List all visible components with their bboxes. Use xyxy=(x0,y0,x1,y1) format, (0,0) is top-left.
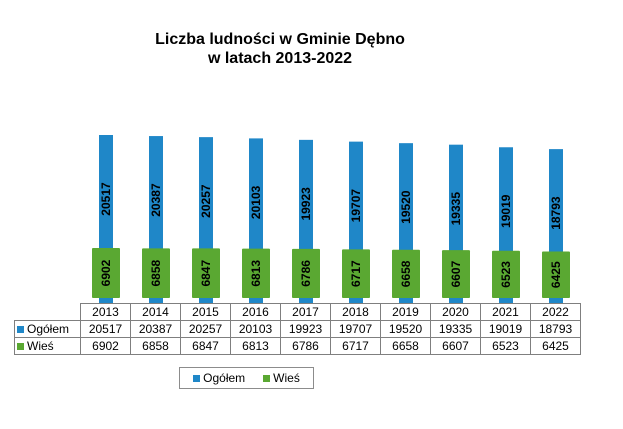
data-label-ogolem-2013: 20517 xyxy=(99,182,113,216)
data-table-row-series-1: Wieś 6902 6858 6847 6813 6786 6717 6658 6607 652… xyxy=(14,337,581,355)
legend-item-ogolem: Ogółem xyxy=(193,371,245,385)
table-cell-ogolem-2014: 20387 xyxy=(130,320,181,338)
chart-title-line-1: Liczba ludności w Gminie Dębno xyxy=(155,31,405,48)
table-cell-wies-2022: 6425 xyxy=(530,337,581,355)
data-label-wies-2014: 6858 xyxy=(149,259,163,286)
data-table-row-label: Wieś xyxy=(14,337,81,355)
data-label-ogolem-2015: 20257 xyxy=(199,184,213,218)
data-label-wies-2015: 6847 xyxy=(199,260,213,287)
legend-swatch-wies xyxy=(263,374,271,382)
data-label-wies-2016: 6813 xyxy=(249,260,263,287)
table-cell-ogolem-2018: 19707 xyxy=(330,320,381,338)
table-cell-ogolem-2016: 20103 xyxy=(230,320,281,338)
data-table-row-series-0: Ogółem 20517 20387 20257 20103 19923 19707 195… xyxy=(14,320,581,338)
tick-label-2021: 2021 xyxy=(480,303,531,321)
table-cell-wies-2019: 6658 xyxy=(380,337,431,355)
bar-wies-2016 xyxy=(242,248,270,298)
table-cell-wies-2021: 6523 xyxy=(480,337,531,355)
data-label-ogolem-2019: 19520 xyxy=(399,190,413,224)
tick-label-2020: 2020 xyxy=(430,303,481,321)
table-cell-ogolem-2015: 20257 xyxy=(180,320,231,338)
legend-swatch-ogolem xyxy=(193,374,201,382)
bar-wies-2014 xyxy=(142,248,170,298)
data-label-ogolem-2020: 19335 xyxy=(449,192,463,226)
data-label-wies-2013: 6902 xyxy=(99,259,113,286)
legend-item-wies: Wieś xyxy=(263,371,300,385)
data-table-row-label: Ogółem xyxy=(14,320,81,338)
data-label-wies-2017: 6786 xyxy=(299,260,313,287)
data-table-header-row: 2013 2014 2015 2016 2017 2018 2019 2020 2021 2022 xyxy=(14,303,581,321)
table-cell-ogolem-2020: 19335 xyxy=(430,320,481,338)
data-label-ogolem-2021: 19019 xyxy=(499,194,513,228)
bar-wies-2021 xyxy=(492,250,520,298)
tick-label-2015: 2015 xyxy=(180,303,231,321)
data-label-wies-2018: 6717 xyxy=(349,260,363,287)
table-cell-wies-2020: 6607 xyxy=(430,337,481,355)
data-table: 2013 2014 2015 2016 2017 2018 2019 2020 2021 2022… xyxy=(14,303,581,355)
series-1-swatch xyxy=(17,343,24,351)
legend-label: Wieś xyxy=(273,371,300,385)
data-label-wies-2022: 6425 xyxy=(549,261,563,288)
data-label-ogolem-2016: 20103 xyxy=(249,185,263,219)
tick-label-2013: 2013 xyxy=(80,303,131,321)
bar-wies-2015 xyxy=(192,248,220,298)
legend-label: Ogółem xyxy=(203,371,246,385)
data-label-ogolem-2022: 18793 xyxy=(549,196,563,230)
data-label-wies-2019: 6658 xyxy=(399,260,413,287)
tick-label-2018: 2018 xyxy=(330,303,381,321)
table-cell-ogolem-2017: 19923 xyxy=(280,320,331,338)
table-cell-wies-2017: 6786 xyxy=(280,337,331,355)
legend: Ogółem Wieś xyxy=(179,367,314,389)
data-label-ogolem-2018: 19707 xyxy=(349,189,363,223)
bar-wies-2022 xyxy=(542,251,570,298)
tick-label-2016: 2016 xyxy=(230,303,281,321)
bar-wies-2018 xyxy=(342,249,370,298)
table-cell-wies-2014: 6858 xyxy=(130,337,181,355)
table-cell-ogolem-2019: 19520 xyxy=(380,320,431,338)
table-cell-ogolem-2021: 19019 xyxy=(480,320,531,338)
table-cell-ogolem-2013: 20517 xyxy=(80,320,131,338)
data-label-wies-2021: 6523 xyxy=(499,261,513,288)
tick-label-2022: 2022 xyxy=(530,303,581,321)
data-label-ogolem-2017: 19923 xyxy=(299,187,313,221)
bar-wies-2019 xyxy=(392,249,420,298)
bar-wies-2017 xyxy=(292,248,320,298)
bar-wies-2020 xyxy=(442,250,470,298)
data-label-ogolem-2014: 20387 xyxy=(149,183,163,217)
bar-wies-2013 xyxy=(92,248,120,298)
tick-label-2014: 2014 xyxy=(130,303,181,321)
table-cell-wies-2018: 6717 xyxy=(330,337,381,355)
chart-title: Liczba ludności w Gminie Dębno w latach … xyxy=(100,30,460,68)
table-cell-wies-2015: 6847 xyxy=(180,337,231,355)
tick-label-2019: 2019 xyxy=(380,303,431,321)
data-table-corner xyxy=(14,303,81,321)
series-0-swatch xyxy=(17,326,24,334)
tick-label-2017: 2017 xyxy=(280,303,331,321)
chart-title-line-2: w latach 2013-2022 xyxy=(207,50,353,67)
table-cell-wies-2013: 6902 xyxy=(80,337,131,355)
table-cell-wies-2016: 6813 xyxy=(230,337,281,355)
table-cell-ogolem-2022: 18793 xyxy=(530,320,581,338)
data-label-wies-2020: 6607 xyxy=(449,260,463,287)
